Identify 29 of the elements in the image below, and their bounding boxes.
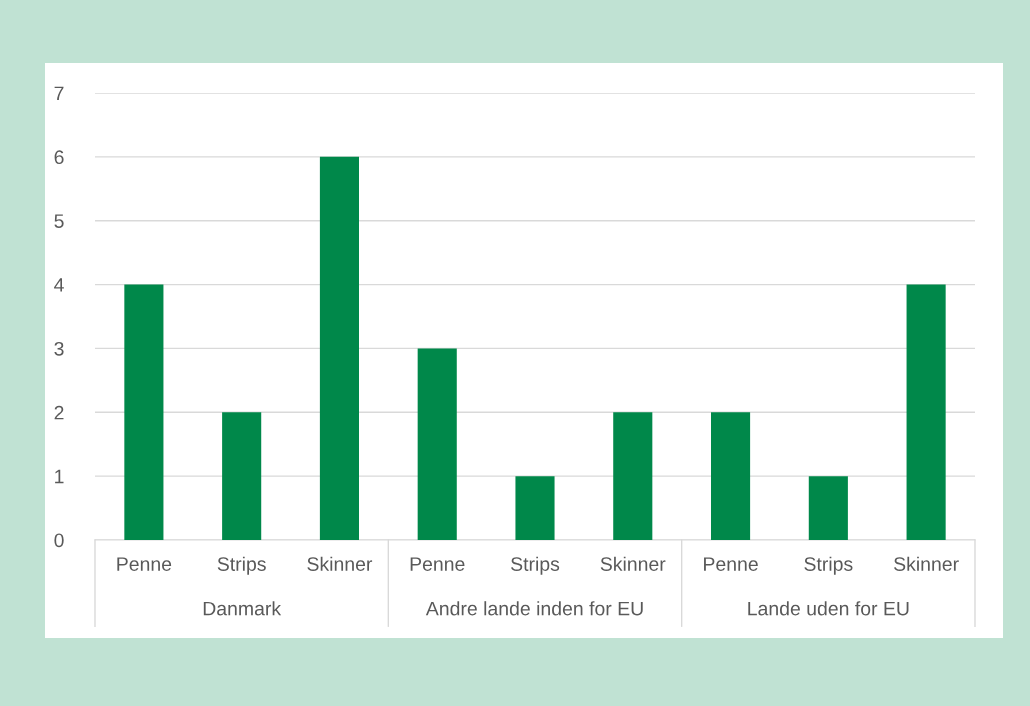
- x-tick-label: Strips: [804, 556, 853, 575]
- y-tick-label: 7: [54, 86, 64, 101]
- x-tick-label: Penne: [117, 557, 172, 571]
- x-tick-label: Skinner: [307, 556, 373, 571]
- x-tick-label: Penne: [704, 557, 758, 571]
- y-tick-label: 6: [54, 150, 64, 165]
- bar: [613, 412, 653, 540]
- x-tick-label: Skinner: [894, 556, 959, 571]
- x-tick-label: Penne: [410, 557, 465, 571]
- y-tick-label: 3: [54, 341, 64, 356]
- x-tick-label: Skinner: [600, 556, 666, 571]
- y-tick-label: 2: [54, 405, 64, 420]
- x-tick-label: Strips: [217, 556, 266, 575]
- x-tick-label: Strips: [511, 556, 560, 575]
- bar: [417, 348, 457, 540]
- bar: [319, 156, 359, 540]
- bar: [124, 284, 164, 540]
- bar: [515, 476, 555, 540]
- text: Danmark: [203, 601, 282, 616]
- bar: [808, 476, 848, 540]
- bar: [222, 412, 262, 540]
- y-tick-label: 0: [54, 533, 64, 548]
- y-tick-label: 1: [55, 469, 64, 484]
- text: Lande uden for EU: [748, 601, 909, 616]
- text: Andre lande inden for EU: [425, 601, 643, 616]
- y-tick-label: 4: [54, 278, 64, 292]
- y-tick-label: 5: [54, 214, 64, 228]
- bar: [711, 412, 751, 540]
- bar: [906, 284, 946, 540]
